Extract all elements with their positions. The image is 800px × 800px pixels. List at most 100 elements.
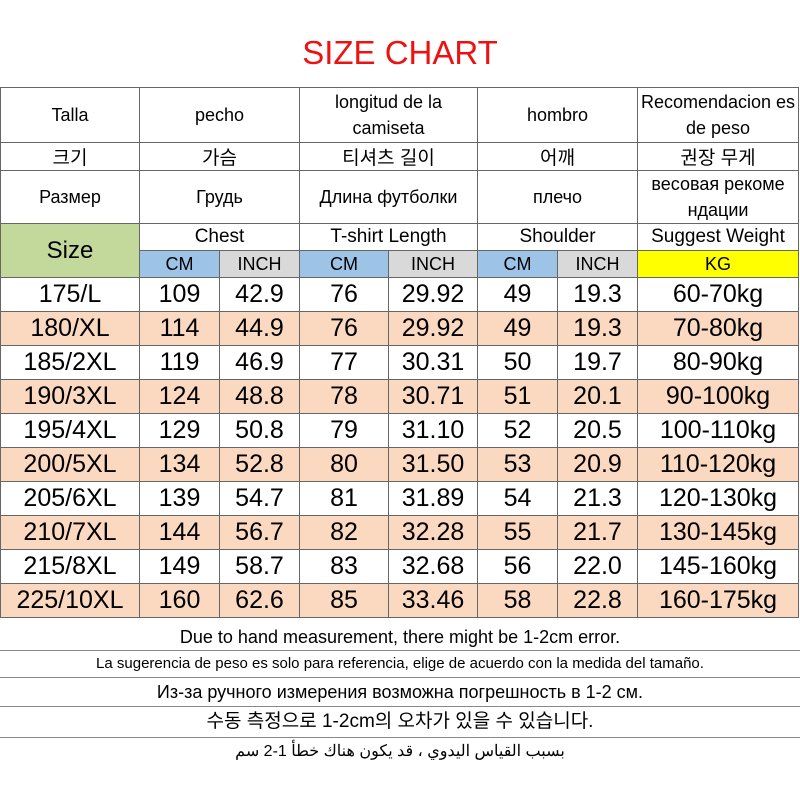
shoulder-inch-cell: 22.8	[557, 583, 639, 618]
table-row: 205/6XL 139 54.7 81 31.89 54 21.3 120-13…	[0, 481, 800, 516]
weight-cell: 100-110kg	[637, 413, 800, 448]
note-english: Due to hand measurement, there might be …	[0, 624, 800, 651]
size-cell: 180/XL	[0, 311, 140, 346]
unit-length-cm: CM	[299, 250, 390, 278]
shoulder-inch-cell: 21.3	[557, 481, 639, 516]
size-cell: 205/6XL	[0, 481, 140, 516]
chest-inch-cell: 56.7	[218, 515, 301, 550]
header-size-ru: Размер	[0, 170, 140, 224]
shoulder-cm-cell: 50	[477, 345, 559, 380]
length-cm-cell: 83	[299, 549, 390, 584]
unit-chest-inch: INCH	[218, 250, 301, 278]
chest-cm-cell: 109	[139, 277, 220, 312]
length-cm-cell: 82	[299, 515, 390, 550]
table-row: 175/L 109 42.9 76 29.92 49 19.3 60-70kg	[0, 277, 800, 312]
length-inch-cell: 33.46	[388, 583, 479, 618]
header-weight-es: Recomendacion es de peso	[637, 87, 800, 143]
weight-cell: 60-70kg	[637, 277, 800, 312]
shoulder-cm-cell: 58	[477, 583, 559, 618]
notes-section: Due to hand measurement, there might be …	[0, 624, 800, 766]
shoulder-cm-cell: 56	[477, 549, 559, 584]
header-weight-en: Suggest Weight	[637, 223, 800, 251]
length-cm-cell: 85	[299, 583, 390, 618]
header-size-ko: 크기	[0, 142, 140, 171]
chest-cm-cell: 139	[139, 481, 220, 516]
size-cell: 185/2XL	[0, 345, 140, 380]
header-row-korean: 크기 가슴 티셔츠 길이 어깨 권장 무게	[0, 142, 800, 171]
header-chest-ru: Грудь	[138, 170, 301, 224]
chest-cm-cell: 114	[139, 311, 220, 346]
header-chest-ko: 가슴	[138, 142, 301, 171]
table-row: 200/5XL 134 52.8 80 31.50 53 20.9 110-12…	[0, 447, 800, 482]
weight-cell: 160-175kg	[637, 583, 800, 618]
length-cm-cell: 78	[299, 379, 390, 414]
length-cm-cell: 80	[299, 447, 390, 482]
weight-cell: 120-130kg	[637, 481, 800, 516]
shoulder-cm-cell: 49	[477, 311, 559, 346]
unit-chest-cm: CM	[139, 250, 220, 278]
length-inch-cell: 29.92	[388, 277, 479, 312]
chest-inch-cell: 50.8	[218, 413, 301, 448]
length-cm-cell: 76	[299, 277, 390, 312]
page-title: SIZE CHART	[302, 34, 498, 71]
length-inch-cell: 29.92	[388, 311, 479, 346]
weight-cell: 70-80kg	[637, 311, 800, 346]
length-cm-cell: 77	[299, 345, 390, 380]
size-cell: 195/4XL	[0, 413, 140, 448]
shoulder-inch-cell: 19.3	[557, 277, 639, 312]
chest-inch-cell: 54.7	[218, 481, 301, 516]
chest-cm-cell: 149	[139, 549, 220, 584]
length-cm-cell: 81	[299, 481, 390, 516]
weight-cell: 130-145kg	[637, 515, 800, 550]
shoulder-inch-cell: 19.7	[557, 345, 639, 380]
weight-cell: 90-100kg	[637, 379, 800, 414]
note-spanish: La sugerencia de peso es solo para refer…	[0, 651, 800, 678]
unit-weight-kg: KG	[637, 250, 800, 278]
table-row: 195/4XL 129 50.8 79 31.10 52 20.5 100-11…	[0, 413, 800, 448]
weight-cell: 80-90kg	[637, 345, 800, 380]
table-row: 190/3XL 124 48.8 78 30.71 51 20.1 90-100…	[0, 379, 800, 414]
chest-inch-cell: 62.6	[218, 583, 301, 618]
chest-inch-cell: 48.8	[218, 379, 301, 414]
header-size-es: Talla	[0, 87, 140, 143]
header-shoulder-en: Shoulder	[477, 223, 639, 251]
size-cell: 215/8XL	[0, 549, 140, 584]
table-row: 215/8XL 149 58.7 83 32.68 56 22.0 145-16…	[0, 549, 800, 584]
header-shoulder-ko: 어깨	[477, 142, 639, 171]
header-weight-ko: 권장 무게	[637, 142, 800, 171]
chest-inch-cell: 52.8	[218, 447, 301, 482]
shoulder-cm-cell: 54	[477, 481, 559, 516]
header-row-english: Size Chest T-shirt Length Shoulder Sugge…	[0, 223, 800, 278]
size-cell: 200/5XL	[0, 447, 140, 482]
header-shoulder-ru: плечо	[477, 170, 639, 224]
length-inch-cell: 31.50	[388, 447, 479, 482]
shoulder-inch-cell: 22.0	[557, 549, 639, 584]
chest-cm-cell: 134	[139, 447, 220, 482]
length-inch-cell: 30.31	[388, 345, 479, 380]
shoulder-cm-cell: 49	[477, 277, 559, 312]
chest-cm-cell: 144	[139, 515, 220, 550]
unit-shoulder-cm: CM	[477, 250, 559, 278]
header-chest-es: pecho	[138, 87, 301, 143]
note-arabic: بسبب القياس اليدوي ، قد يكون هناك خطأ 1-…	[235, 743, 565, 760]
header-length-es: longitud de la camiseta	[299, 87, 479, 143]
shoulder-cm-cell: 53	[477, 447, 559, 482]
length-inch-cell: 31.10	[388, 413, 479, 448]
header-weight-ru: весовая рекоме ндации	[637, 170, 800, 224]
shoulder-inch-cell: 19.3	[557, 311, 639, 346]
table-row: 185/2XL 119 46.9 77 30.31 50 19.7 80-90k…	[0, 345, 800, 380]
chest-inch-cell: 46.9	[218, 345, 301, 380]
header-length-ko: 티셔츠 길이	[299, 142, 479, 171]
size-cell: 190/3XL	[0, 379, 140, 414]
note-russian: Из-за ручного измерения возможна погрешн…	[0, 678, 800, 707]
length-inch-cell: 32.28	[388, 515, 479, 550]
header-shoulder-es: hombro	[477, 87, 639, 143]
size-cell: 225/10XL	[0, 583, 140, 618]
shoulder-inch-cell: 20.1	[557, 379, 639, 414]
weight-cell: 110-120kg	[637, 447, 800, 482]
unit-row: CM INCH CM INCH CM INCH KG	[1, 250, 800, 278]
chest-inch-cell: 42.9	[218, 277, 301, 312]
chest-cm-cell: 124	[139, 379, 220, 414]
table-row: 180/XL 114 44.9 76 29.92 49 19.3 70-80kg	[0, 311, 800, 346]
